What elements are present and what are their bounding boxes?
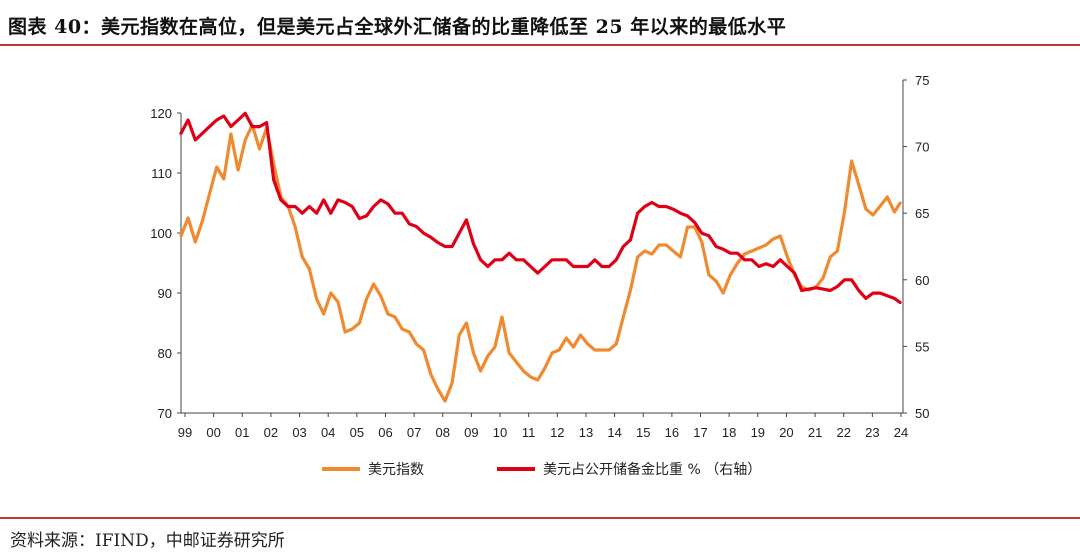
left-y-tick-label: 80 <box>158 346 172 361</box>
chart-series <box>179 111 902 403</box>
x-tick-label: 14 <box>607 425 621 440</box>
x-tick-label: 13 <box>579 425 593 440</box>
legend-label-reserve-share: 美元占公开储备金比重 % （右轴） <box>543 461 761 478</box>
x-tick-label: 15 <box>636 425 650 440</box>
x-tick-label: 02 <box>264 425 278 440</box>
right-y-tick-label: 75 <box>915 73 929 88</box>
left-y-tick-label: 100 <box>150 226 172 241</box>
x-tick-label: 17 <box>693 425 707 440</box>
x-tick-label: 03 <box>292 425 306 440</box>
series-line-dxy <box>179 123 902 403</box>
x-tick-label: 04 <box>321 425 335 440</box>
x-tick-label: 10 <box>493 425 507 440</box>
x-tick-label: 20 <box>779 425 793 440</box>
series-line-reserve-share <box>179 111 902 304</box>
x-tick-label: 99 <box>178 425 192 440</box>
right-y-tick-label: 60 <box>915 273 929 288</box>
x-tick-label: 11 <box>522 425 536 440</box>
right-y-tick-label: 55 <box>915 339 929 354</box>
x-tick-label: 05 <box>350 425 364 440</box>
x-tick-label: 12 <box>550 425 564 440</box>
x-tick-label: 19 <box>751 425 765 440</box>
x-tick-label: 18 <box>722 425 736 440</box>
chart-legend: 美元指数 美元占公开储备金比重 % （右轴） <box>322 461 761 478</box>
x-tick-label: 22 <box>836 425 850 440</box>
right-y-tick-label: 65 <box>915 206 929 221</box>
x-tick-label: 09 <box>464 425 478 440</box>
right-y-tick-label: 70 <box>915 140 929 155</box>
x-tick-label: 07 <box>407 425 421 440</box>
legend-label-dxy: 美元指数 <box>368 462 424 478</box>
x-tick-label: 00 <box>206 425 220 440</box>
chart-title: 图表 40：美元指数在高位，但是美元占全球外汇储备的比重降低至 25 年以来的最… <box>8 16 787 38</box>
x-tick-label: 08 <box>436 425 450 440</box>
x-tick-label: 21 <box>808 425 822 440</box>
x-tick-label: 16 <box>665 425 679 440</box>
footer-divider <box>0 517 1080 519</box>
left-y-tick-label: 70 <box>158 406 172 421</box>
x-tick-label: 23 <box>865 425 879 440</box>
left-y-tick-label: 120 <box>150 106 172 121</box>
chart-axes: 70 80 90 100 110 120 50 55 60 65 70 75 99 00 01 02 03 04 0… <box>150 73 929 440</box>
x-tick-label: 24 <box>894 425 908 440</box>
x-tick-label: 01 <box>235 425 249 440</box>
x-tick-label: 06 <box>378 425 392 440</box>
right-y-tick-label: 50 <box>915 406 929 421</box>
source-note: 资料来源：IFIND，中邮证券研究所 <box>10 531 285 551</box>
left-y-tick-label: 110 <box>151 166 172 181</box>
title-divider <box>0 44 1080 46</box>
left-y-tick-label: 90 <box>158 286 172 301</box>
